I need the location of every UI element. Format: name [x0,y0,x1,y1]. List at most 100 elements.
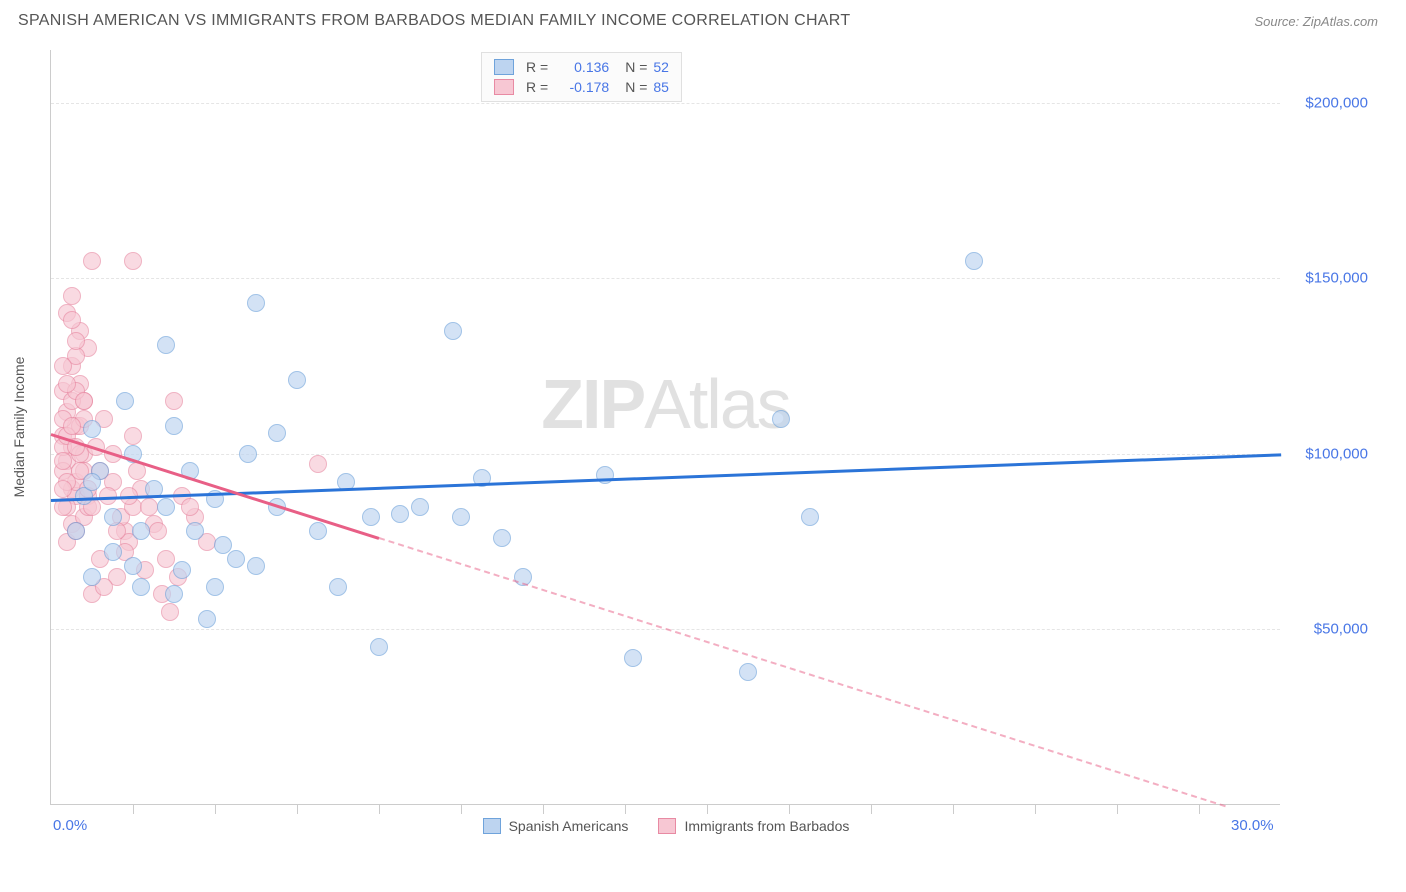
chart-container: Median Family Income ZIPAtlas R = 0.136 … [50,50,1370,830]
gridline [51,278,1280,279]
regression-line [51,454,1281,503]
data-point [75,392,93,410]
data-point [173,561,191,579]
chart-title: SPANISH AMERICAN VS IMMIGRANTS FROM BARB… [18,12,850,30]
data-point [493,529,511,547]
data-point [165,417,183,435]
y-axis-label: Median Family Income [11,357,27,498]
data-point [444,322,462,340]
plot-area: Median Family Income ZIPAtlas R = 0.136 … [50,50,1280,805]
x-tick [297,804,298,814]
x-tick [133,804,134,814]
swatch-pink [658,818,676,834]
data-point [63,417,81,435]
data-point [124,252,142,270]
data-point [239,445,257,463]
y-tick-label: $50,000 [1314,621,1368,638]
legend-label-pink: Immigrants from Barbados [684,818,849,834]
data-point [247,294,265,312]
chart-header: SPANISH AMERICAN VS IMMIGRANTS FROM BARB… [0,0,1406,35]
legend-item-blue: Spanish Americans [483,818,629,834]
x-tick [953,804,954,814]
y-tick-label: $200,000 [1305,94,1368,111]
data-point [329,578,347,596]
chart-source: Source: ZipAtlas.com [1254,14,1378,29]
x-tick [871,804,872,814]
r-label: R = [526,59,548,75]
x-tick [625,804,626,814]
stats-legend: R = 0.136 N = 52 R = -0.178 N = 85 [481,52,682,102]
data-point [624,649,642,667]
r-value-pink: -0.178 [554,79,609,95]
data-point [54,452,72,470]
data-point [132,522,150,540]
n-label: N = [625,59,647,75]
data-point [247,557,265,575]
stats-row-blue: R = 0.136 N = 52 [494,57,669,77]
stats-row-pink: R = -0.178 N = 85 [494,77,669,97]
data-point [83,568,101,586]
data-point [165,392,183,410]
data-point [157,336,175,354]
data-point [801,508,819,526]
data-point [157,550,175,568]
data-point [54,480,72,498]
data-point [309,522,327,540]
data-point [411,498,429,516]
n-value-pink: 85 [653,79,669,95]
data-point [772,410,790,428]
legend-item-pink: Immigrants from Barbados [658,818,849,834]
data-point [206,578,224,596]
watermark: ZIPAtlas [541,364,790,444]
data-point [149,522,167,540]
r-value-blue: 0.136 [554,59,609,75]
gridline [51,454,1280,455]
data-point [161,603,179,621]
data-point [362,508,380,526]
data-point [227,550,245,568]
x-tick [379,804,380,814]
data-point [288,371,306,389]
data-point [67,522,85,540]
x-tick-label: 30.0% [1231,817,1274,834]
data-point [67,332,85,350]
x-tick [543,804,544,814]
data-point [132,578,150,596]
data-point [83,252,101,270]
data-point [83,420,101,438]
regression-line [379,537,1226,807]
data-point [140,498,158,516]
x-tick [215,804,216,814]
data-point [268,424,286,442]
x-tick [1117,804,1118,814]
data-point [124,427,142,445]
data-point [83,473,101,491]
data-point [965,252,983,270]
data-point [181,498,199,516]
x-tick [1199,804,1200,814]
data-point [452,508,470,526]
data-point [157,498,175,516]
n-label: N = [625,79,647,95]
data-point [391,505,409,523]
x-tick [707,804,708,814]
data-point [58,375,76,393]
data-point [104,508,122,526]
data-point [214,536,232,554]
data-point [198,610,216,628]
gridline [51,103,1280,104]
data-point [165,585,183,603]
swatch-blue [494,59,514,75]
swatch-pink [494,79,514,95]
data-point [124,557,142,575]
y-tick-label: $150,000 [1305,270,1368,287]
data-point [116,392,134,410]
x-tick [1035,804,1036,814]
data-point [63,311,81,329]
x-tick [789,804,790,814]
n-value-blue: 52 [653,59,669,75]
x-tick-label: 0.0% [53,817,87,834]
data-point [104,543,122,561]
data-point [63,287,81,305]
y-tick-label: $100,000 [1305,445,1368,462]
